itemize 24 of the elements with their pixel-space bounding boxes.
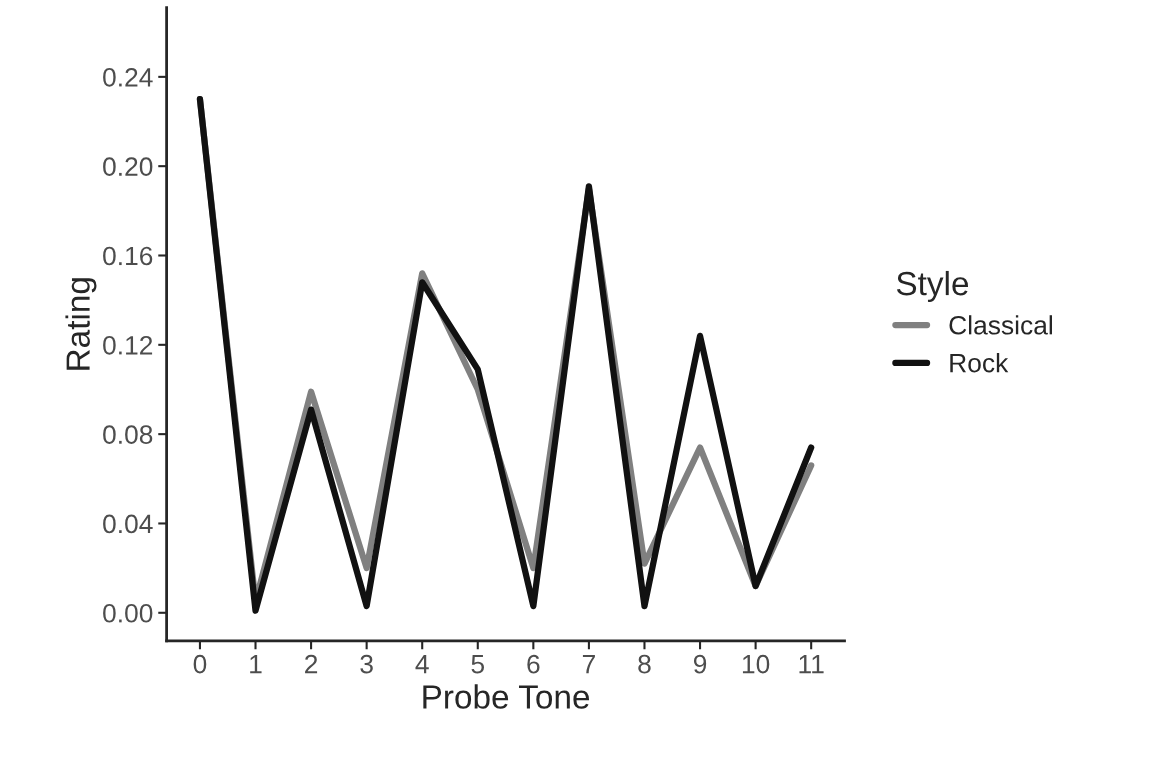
- x-tick-label: 2: [305, 654, 318, 674]
- y-tick-label: 0.00: [103, 603, 153, 623]
- y-axis-title: Rating: [65, 278, 97, 370]
- y-tick-label: 0.04: [103, 514, 153, 534]
- legend-label: Rock: [950, 353, 1009, 373]
- x-tick-label: 8: [638, 654, 651, 674]
- x-tick-label: 0: [193, 654, 207, 674]
- x-tick-label: 11: [799, 655, 824, 674]
- x-tick-label: 6: [527, 654, 540, 674]
- legend-title: Style: [896, 270, 969, 303]
- x-tick-label: 1: [250, 655, 262, 674]
- y-tick-label: 0.12: [103, 335, 153, 355]
- x-tick-label: 5: [471, 655, 485, 674]
- y-tick-label: 0.16: [103, 246, 153, 266]
- x-tick-label: 3: [360, 654, 373, 674]
- x-tick-label: 7: [582, 655, 595, 674]
- y-tick-label: 0.20: [103, 157, 153, 176]
- y-tick-label: 0.24: [103, 67, 153, 87]
- y-tick-label: 0.08: [103, 425, 153, 444]
- x-axis-title: Probe Tone: [423, 684, 590, 709]
- x-tick-label: 9: [693, 654, 707, 674]
- x-tick-label: 4: [415, 655, 429, 674]
- legend-label: Classical: [949, 315, 1052, 335]
- x-tick-label: 10: [742, 654, 770, 674]
